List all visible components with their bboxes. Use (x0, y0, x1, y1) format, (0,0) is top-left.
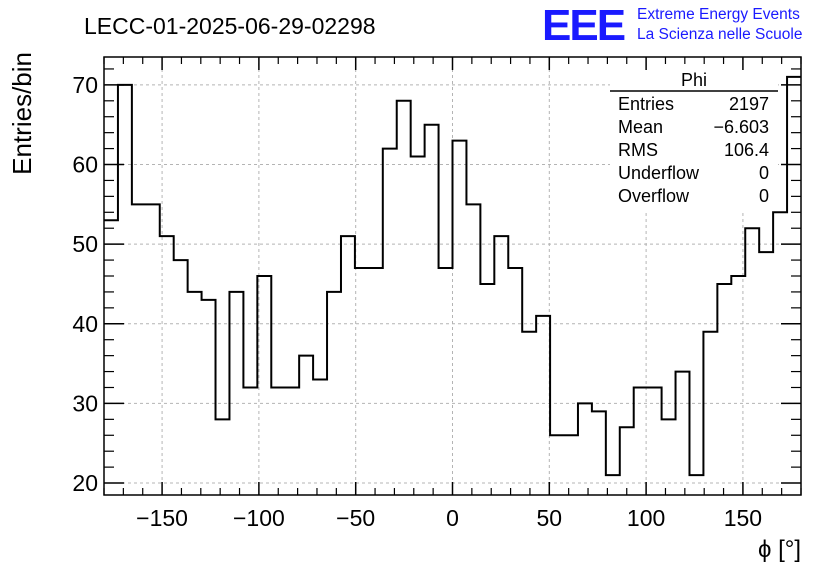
chart-title: LECC-01-2025-06-29-02298 (84, 13, 376, 39)
stats-value: 2197 (729, 94, 769, 114)
stats-value: 0 (759, 186, 769, 206)
x-tick-label: 50 (537, 505, 563, 531)
stats-value: −6.603 (713, 117, 769, 137)
y-tick-label: 40 (72, 311, 98, 337)
eee-logo: EEE Extreme Energy Events La Scienza nel… (542, 1, 802, 50)
eee-logo-line1: Extreme Energy Events (637, 6, 800, 23)
eee-logo-mark: EEE (542, 1, 625, 50)
stats-label: RMS (618, 140, 658, 160)
x-tick-label: 0 (446, 505, 459, 531)
x-tick-label: −100 (233, 505, 285, 531)
stats-label: Underflow (618, 163, 700, 183)
stats-label: Overflow (618, 186, 690, 206)
axis-tick-labels: −150 −100 −50 0 50 100 150 20 30 40 50 60 70 (72, 72, 762, 531)
stats-box-background (610, 70, 778, 210)
x-axis-label: ϕ [°] (758, 536, 801, 563)
stats-rows: Entries 2197 Mean −6.603 RMS 106.4 Underflow 0 O… (618, 94, 769, 206)
y-tick-label: 70 (72, 72, 98, 98)
y-tick-label: 60 (72, 152, 98, 178)
stats-name: Phi (681, 70, 707, 90)
y-axis-label: Entries/bin (7, 52, 37, 175)
y-tick-label: 20 (72, 470, 98, 496)
stats-label: Entries (618, 94, 674, 114)
stats-value: 106.4 (724, 140, 769, 160)
x-tick-label: 150 (724, 505, 762, 531)
x-tick-label: 100 (627, 505, 665, 531)
y-tick-label: 30 (72, 390, 98, 416)
histogram-step-line (104, 75, 801, 477)
stats-value: 0 (759, 163, 769, 183)
eee-logo-line2: La Scienza nelle Scuole (637, 26, 802, 43)
stats-label: Mean (618, 117, 663, 137)
x-tick-label: −50 (336, 505, 375, 531)
stats-box: Phi Entries 2197 Mean −6.603 RMS 106.4 Underfl… (610, 70, 778, 210)
y-tick-label: 50 (72, 231, 98, 257)
x-tick-label: −150 (136, 505, 188, 531)
